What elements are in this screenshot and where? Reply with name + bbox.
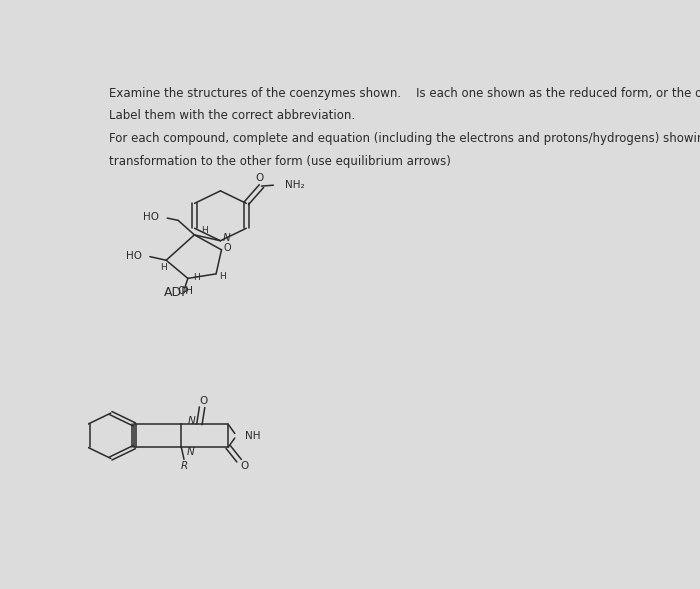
Text: NH₂: NH₂ bbox=[286, 180, 305, 190]
Text: O: O bbox=[256, 173, 264, 183]
Text: NH: NH bbox=[244, 431, 260, 441]
Text: HO: HO bbox=[126, 251, 141, 261]
Text: O: O bbox=[240, 461, 248, 471]
Text: H: H bbox=[201, 226, 207, 235]
Text: O: O bbox=[223, 243, 231, 253]
Text: N: N bbox=[188, 416, 195, 426]
Text: Label them with the correct abbreviation.: Label them with the correct abbreviation… bbox=[109, 109, 356, 123]
Text: N: N bbox=[223, 233, 231, 243]
Text: Examine the structures of the coenzymes shown.    Is each one shown as the reduc: Examine the structures of the coenzymes … bbox=[109, 87, 700, 100]
Text: HO: HO bbox=[143, 212, 159, 222]
Text: OH: OH bbox=[177, 286, 193, 296]
Text: O: O bbox=[199, 396, 208, 406]
Text: N: N bbox=[187, 446, 195, 456]
Text: For each compound, complete and equation (including the electrons and protons/hy: For each compound, complete and equation… bbox=[109, 132, 700, 145]
Text: R: R bbox=[181, 461, 188, 471]
Text: transformation to the other form (use equilibrium arrows): transformation to the other form (use eq… bbox=[109, 154, 451, 168]
Text: ADP: ADP bbox=[163, 286, 189, 299]
Text: H: H bbox=[219, 272, 226, 280]
Text: H: H bbox=[160, 263, 167, 272]
Text: H: H bbox=[193, 273, 200, 282]
